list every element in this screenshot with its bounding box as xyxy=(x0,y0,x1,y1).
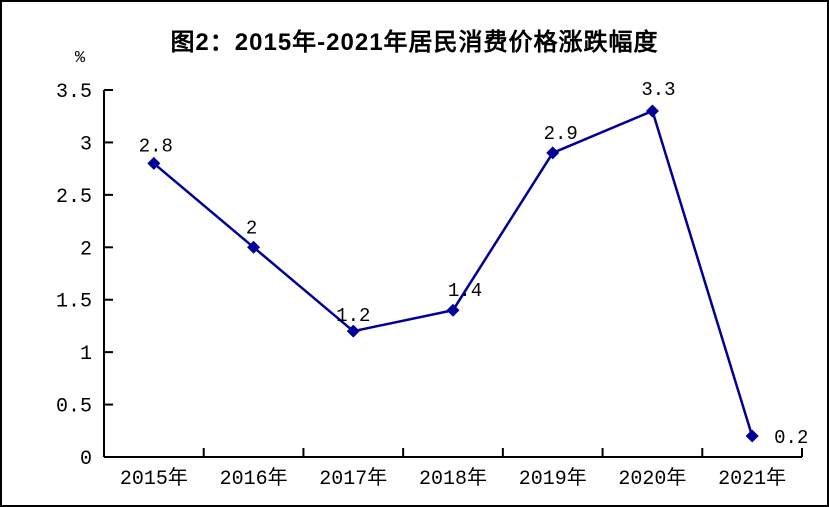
y-tick-label: 0.5 xyxy=(56,396,92,419)
x-axis-label: 2016年 xyxy=(220,466,288,491)
data-point-marker xyxy=(147,156,161,170)
data-point-label: 2.9 xyxy=(544,123,578,145)
y-tick-label: 1 xyxy=(80,343,92,366)
data-point-label: 2.8 xyxy=(139,135,173,157)
chart-title: 图2：2015年-2021年居民消费价格涨跌幅度 xyxy=(170,29,659,56)
data-point-marker xyxy=(546,146,560,160)
data-point-label: 2 xyxy=(246,217,257,239)
data-point-label: 1.2 xyxy=(336,305,370,327)
x-axis-label: 2021年 xyxy=(718,466,786,491)
data-point-marker xyxy=(247,240,261,254)
data-point-label: 0.2 xyxy=(774,427,808,449)
x-axis-label: 2019年 xyxy=(519,466,587,491)
data-point-marker xyxy=(446,303,460,317)
data-point-label: 1.4 xyxy=(448,280,482,302)
data-point-marker xyxy=(346,324,360,338)
y-tick-label: 1.5 xyxy=(56,291,92,314)
line-series xyxy=(153,109,754,437)
y-axis-unit-label: % xyxy=(75,49,86,68)
y-tick-label: 3.5 xyxy=(56,81,92,104)
y-tick-label: 2.5 xyxy=(56,186,92,209)
data-point-marker xyxy=(745,429,759,443)
y-tick-label: 0 xyxy=(80,448,92,471)
x-axis-label: 2017年 xyxy=(319,466,387,491)
data-point-marker xyxy=(645,104,659,118)
x-axis-label: 2020年 xyxy=(618,466,686,491)
data-point-label: 3.3 xyxy=(641,79,675,101)
y-tick-label: 2 xyxy=(80,238,92,261)
y-tick-label: 3 xyxy=(80,133,92,156)
x-axis-label: 2018年 xyxy=(419,466,487,491)
x-axis-label: 2015年 xyxy=(120,466,188,491)
